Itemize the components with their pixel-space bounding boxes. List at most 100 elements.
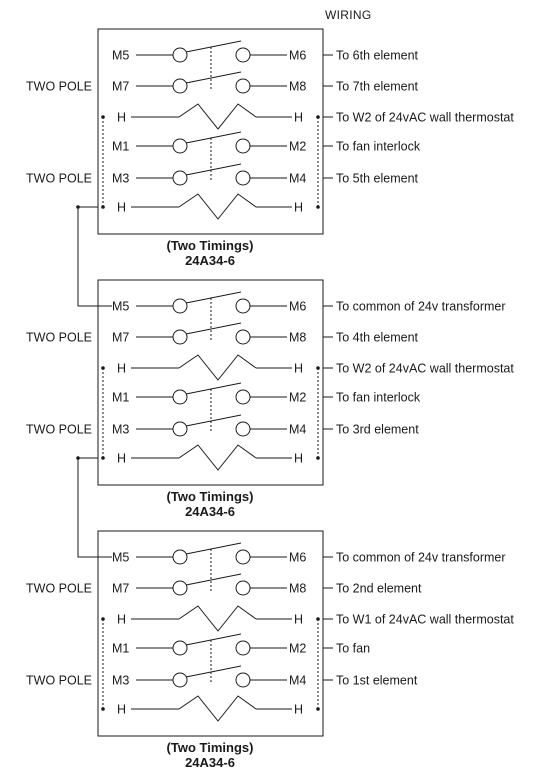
switch-contact-left [172, 549, 188, 565]
terminal-label-left: M5 [112, 300, 129, 314]
connection-note: To W2 of 24vAC wall thermostat [336, 362, 514, 376]
switch-blade [185, 542, 242, 555]
terminal-label-right: M8 [289, 331, 306, 345]
connection-note: To 1st element [336, 674, 418, 688]
switch-blade [185, 665, 242, 678]
jumper-wire [77, 206, 112, 307]
terminal-label-right: M6 [289, 300, 306, 314]
switch-contact-right [235, 298, 251, 314]
terminal-label-left: H [117, 201, 126, 215]
switch-contact-left [172, 672, 188, 688]
bus-dot-right [316, 205, 320, 209]
terminal-label-left: H [117, 452, 126, 466]
bus-dot-left [101, 205, 105, 209]
terminal-label-left: M7 [112, 80, 129, 94]
switch-blade [185, 291, 242, 304]
block-model: 24A34-6 [185, 504, 235, 519]
two-pole-label: TWO POLE [26, 423, 92, 437]
bus-dot-right [316, 456, 320, 460]
switch-contact-right [235, 580, 251, 596]
switch-contact-left [172, 389, 188, 405]
jumper-node [76, 456, 80, 460]
two-pole-label: TWO POLE [26, 331, 92, 345]
connection-note: To 2nd element [336, 582, 422, 596]
switch-contact-left [172, 138, 188, 154]
terminal-label-right: M6 [289, 551, 306, 565]
bus-dot-right [316, 707, 320, 711]
switch-contact-right [235, 421, 251, 437]
two-pole-label: TWO POLE [26, 80, 92, 94]
terminal-label-right: H [294, 111, 303, 125]
bus-dot-right [316, 617, 320, 621]
bus-dot-left [101, 366, 105, 370]
sequencer-box [97, 28, 324, 235]
terminal-label-left: M7 [112, 331, 129, 345]
two-pole-label: TWO POLE [26, 582, 92, 596]
terminal-label-left: M3 [112, 172, 129, 186]
terminal-label-left: H [117, 111, 126, 125]
switch-blade [185, 131, 242, 144]
connection-note: To 7th element [336, 80, 419, 94]
connection-note: To W2 of 24vAC wall thermostat [336, 111, 514, 125]
terminal-label-right: H [294, 362, 303, 376]
terminal-label-left: M1 [112, 642, 129, 656]
connection-note: To 4th element [336, 331, 419, 345]
terminal-label-right: M2 [289, 140, 306, 154]
switch-blade [185, 382, 242, 395]
sequencer-blocks: M5 M6 To 6th element M7 M8 To 7th element H H To… [26, 28, 514, 770]
connection-note: To fan interlock [336, 391, 421, 405]
block-caption: (Two Timings) [167, 740, 254, 755]
block-caption: (Two Timings) [167, 238, 254, 253]
terminal-label-right: H [294, 703, 303, 717]
switch-blade [185, 163, 242, 176]
terminal-label-right: H [294, 201, 303, 215]
heater-zigzag [178, 354, 257, 381]
terminal-label-right: M2 [289, 391, 306, 405]
terminal-label-left: M5 [112, 551, 129, 565]
switch-contact-left [172, 640, 188, 656]
switch-contact-left [172, 78, 188, 94]
terminal-label-right: M4 [289, 423, 306, 437]
terminal-label-right: M2 [289, 642, 306, 656]
switch-contact-right [235, 138, 251, 154]
sequencer-block: M5 M6 To common of 24v transformer M7 M8 To 4… [26, 279, 514, 519]
connection-note: To common of 24v transformer [336, 300, 506, 314]
terminal-label-left: M1 [112, 140, 129, 154]
switch-contact-left [172, 329, 188, 345]
bus-dot-left [101, 456, 105, 460]
switch-contact-right [235, 672, 251, 688]
sequencer-box [97, 530, 324, 737]
terminal-label-left: M3 [112, 674, 129, 688]
switch-contact-left [172, 421, 188, 437]
switch-contact-left [172, 580, 188, 596]
switch-contact-right [235, 47, 251, 63]
heater-zigzag [178, 444, 257, 471]
heater-zigzag [178, 605, 257, 632]
connection-note: To 5th element [336, 172, 419, 186]
terminal-label-left: M3 [112, 423, 129, 437]
sequencer-block: M5 M6 To common of 24v transformer M7 M8 To 2… [26, 530, 514, 770]
switch-blade [185, 322, 242, 335]
terminal-label-right: H [294, 613, 303, 627]
terminal-label-left: M1 [112, 391, 129, 405]
sequencer-box [97, 279, 324, 486]
two-pole-label: TWO POLE [26, 172, 92, 186]
switch-blade [185, 633, 242, 646]
connection-note: To 3rd element [336, 423, 419, 437]
connection-note: To fan interlock [336, 140, 421, 154]
switch-contact-right [235, 549, 251, 565]
switch-blade [185, 573, 242, 586]
switch-blade [185, 40, 242, 53]
bus-dot-right [316, 366, 320, 370]
switch-contact-left [172, 298, 188, 314]
terminal-label-left: M7 [112, 582, 129, 596]
wiring-title: WIRING [325, 8, 371, 22]
terminal-label-left: H [117, 362, 126, 376]
switch-contact-right [235, 78, 251, 94]
terminal-label-left: H [117, 703, 126, 717]
heater-zigzag [178, 103, 257, 130]
block-caption: (Two Timings) [167, 489, 254, 504]
bus-dot-left [101, 115, 105, 119]
connection-note: To fan [336, 642, 370, 656]
